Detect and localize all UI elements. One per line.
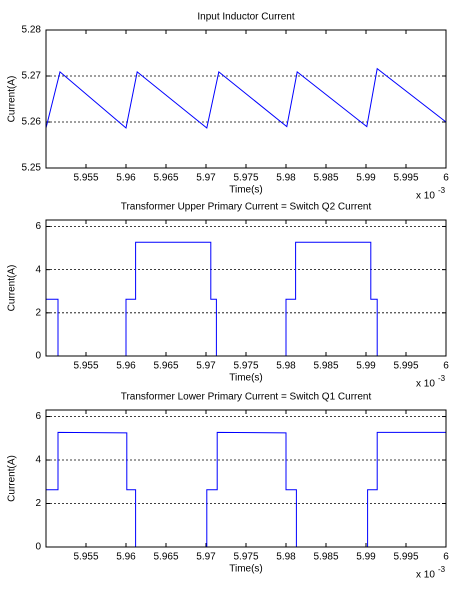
axes-box bbox=[45, 409, 447, 548]
x-axis-label: Time(s) bbox=[229, 185, 263, 196]
y-tick-label: 4 bbox=[35, 264, 41, 275]
y-axis-label: Current(A) bbox=[7, 455, 18, 502]
data-line bbox=[45, 67, 447, 129]
y-tick-label: 4 bbox=[35, 455, 41, 466]
x-multiplier: x 10 bbox=[416, 191, 435, 202]
x-tick-label: 5.975 bbox=[233, 361, 258, 372]
axes-box bbox=[45, 29, 447, 169]
x-tick-label: 5.955 bbox=[73, 173, 98, 184]
x-multiplier: x 10 bbox=[416, 570, 435, 581]
x-multiplier-exponent: -3 bbox=[438, 374, 446, 383]
x-multiplier-exponent: -3 bbox=[438, 186, 446, 195]
y-tick-label: 6 bbox=[35, 221, 41, 232]
y-tick-label: 2 bbox=[35, 498, 41, 509]
x-tick-label: 5.955 bbox=[73, 552, 98, 563]
data-line bbox=[46, 241, 446, 357]
axes-box bbox=[45, 219, 447, 357]
x-tick-label: 6 bbox=[443, 552, 449, 563]
x-tick-label: 5.99 bbox=[356, 173, 376, 184]
x-tick-label: 5.995 bbox=[393, 552, 418, 563]
plot-area bbox=[46, 220, 446, 356]
data-line bbox=[45, 431, 446, 548]
x-axis-label: Time(s) bbox=[229, 373, 263, 384]
x-tick-label: 5.985 bbox=[313, 361, 338, 372]
x-tick-label: 5.99 bbox=[356, 361, 376, 372]
x-tick-label: 5.99 bbox=[356, 552, 376, 563]
x-multiplier: x 10 bbox=[416, 379, 435, 390]
x-tick-label: 5.98 bbox=[276, 552, 296, 563]
chart-title: Transformer Upper Primary Current = Swit… bbox=[121, 202, 372, 213]
x-tick-label: 5.97 bbox=[196, 552, 216, 563]
x-axis-label: Time(s) bbox=[229, 564, 263, 575]
x-tick-label: 5.985 bbox=[313, 552, 338, 563]
x-tick-label: 6 bbox=[443, 361, 449, 372]
x-tick-label: 5.97 bbox=[196, 361, 216, 372]
chart-title: Transformer Lower Primary Current = Swit… bbox=[121, 392, 372, 403]
y-tick-label: 0 bbox=[35, 542, 41, 553]
y-tick-label: 5.25 bbox=[22, 163, 42, 174]
x-tick-label: 5.985 bbox=[313, 173, 338, 184]
x-tick-label: 5.98 bbox=[276, 361, 296, 372]
x-tick-label: 5.995 bbox=[393, 173, 418, 184]
x-tick-label: 5.965 bbox=[153, 552, 178, 563]
x-tick-label: 5.975 bbox=[233, 552, 258, 563]
x-tick-label: 5.96 bbox=[116, 552, 136, 563]
x-tick-label: 5.96 bbox=[116, 173, 136, 184]
plot-area bbox=[46, 30, 446, 168]
x-tick-label: 5.965 bbox=[153, 361, 178, 372]
chart-title: Input Inductor Current bbox=[197, 12, 294, 23]
x-tick-label: 5.965 bbox=[153, 173, 178, 184]
y-axis-label: Current(A) bbox=[7, 76, 18, 123]
x-tick-label: 5.975 bbox=[233, 173, 258, 184]
x-tick-label: 5.955 bbox=[73, 361, 98, 372]
y-tick-label: 5.27 bbox=[22, 71, 42, 82]
plot-area bbox=[46, 410, 446, 547]
x-tick-label: 5.98 bbox=[276, 173, 296, 184]
x-tick-label: 5.97 bbox=[196, 173, 216, 184]
x-tick-label: 5.96 bbox=[116, 361, 136, 372]
x-multiplier-exponent: -3 bbox=[438, 565, 446, 574]
y-axis-label: Current(A) bbox=[7, 265, 18, 312]
y-tick-label: 5.28 bbox=[22, 25, 42, 36]
y-tick-label: 5.26 bbox=[22, 117, 42, 128]
x-tick-label: 5.995 bbox=[393, 361, 418, 372]
y-tick-label: 6 bbox=[35, 411, 41, 422]
y-tick-label: 0 bbox=[35, 351, 41, 362]
y-tick-label: 2 bbox=[35, 307, 41, 318]
x-tick-label: 6 bbox=[443, 173, 449, 184]
